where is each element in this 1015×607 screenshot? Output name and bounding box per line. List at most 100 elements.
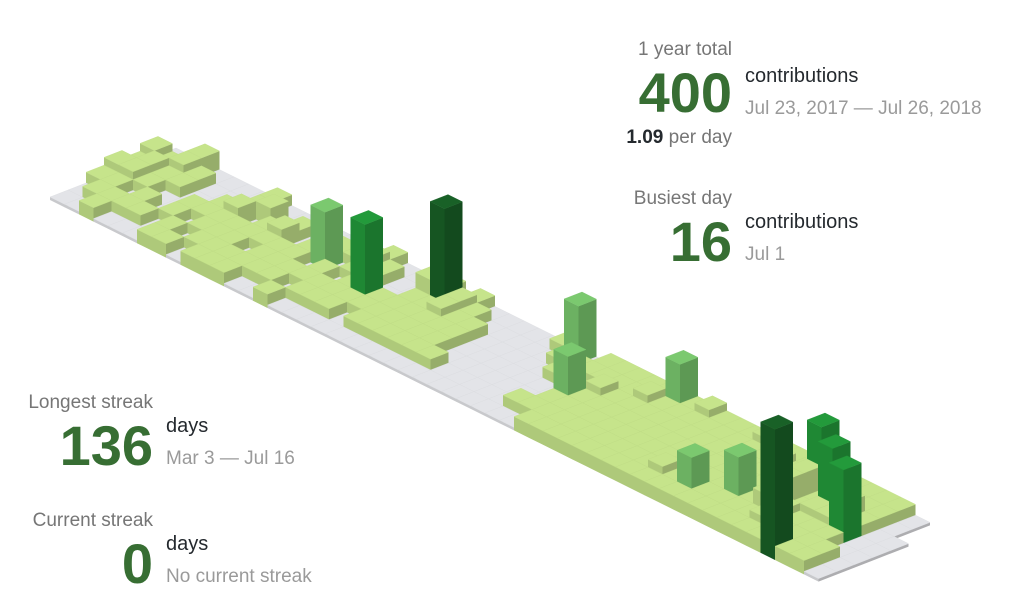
cube-left-face: [470, 405, 485, 416]
cube-left-face: [746, 531, 761, 553]
cube-left-face: [267, 305, 282, 316]
cube-left-face: [499, 420, 514, 431]
cube-left-face: [731, 524, 746, 546]
cube-left-face: [340, 341, 355, 352]
cube-right-face: [180, 180, 198, 201]
contribution-cube: [415, 344, 449, 373]
cube-top-face: [760, 414, 794, 430]
cube-right-face: [470, 324, 488, 345]
cube-left-face: [412, 377, 427, 388]
cube-top-face: [665, 349, 699, 365]
cube-top-face: [350, 210, 384, 225]
cube-left-face: [238, 290, 253, 301]
cube-right-face: [198, 173, 216, 194]
cube-left-face: [209, 265, 224, 287]
cube-left-face: [659, 488, 674, 510]
cube-left-face: [310, 205, 325, 273]
stat-range: Jul 1: [745, 244, 785, 265]
per-day: 1.09 per day: [626, 127, 732, 148]
cube-left-face: [542, 367, 557, 388]
contribution-cube: [429, 194, 463, 317]
cube-right-face: [854, 557, 873, 568]
contribution-cube: [803, 564, 837, 582]
cube-left-face: [285, 287, 300, 309]
stat-unit: days: [166, 533, 208, 555]
cube-top-face: [266, 215, 300, 230]
contribution-cube: [828, 455, 862, 547]
cube-left-face: [343, 316, 358, 337]
stat-unit: days: [166, 415, 208, 437]
cube-right-face: [430, 352, 449, 373]
cube-right-face: [166, 236, 184, 258]
per-day-label: per day: [669, 127, 733, 148]
cube-left-face: [829, 462, 844, 547]
cube-left-face: [122, 233, 137, 244]
stat-unit: contributions: [745, 211, 858, 233]
contribution-cube: [760, 414, 794, 560]
cube-left-face: [111, 200, 126, 222]
cube-right-face: [93, 200, 112, 222]
cube-left-face: [485, 413, 500, 424]
contribution-grid: [49, 136, 931, 582]
cube-left-face: [296, 319, 311, 330]
cube-left-face: [416, 352, 431, 373]
cube-left-face: [108, 225, 123, 236]
cube-left-face: [688, 503, 703, 524]
cube-top-face: [817, 434, 851, 449]
cube-left-face: [775, 546, 790, 568]
cube-left-face: [528, 423, 543, 445]
cube-left-face: [242, 265, 257, 287]
cube-right-face: [861, 518, 880, 540]
cube-right-face: [843, 463, 862, 547]
cube-left-face: [401, 344, 416, 366]
stat-range: No current streak: [166, 566, 312, 587]
cube-right-face: [444, 201, 463, 317]
cube-left-face: [427, 384, 442, 395]
cube-left-face: [282, 312, 297, 323]
cube-left-face: [430, 201, 445, 317]
cube-left-face: [166, 254, 181, 265]
cube-left-face: [572, 445, 587, 467]
cube-right-face: [224, 265, 242, 287]
cube-left-face: [543, 431, 558, 452]
cube-top-face: [139, 136, 173, 151]
stat-label: 1 year total: [638, 39, 732, 60]
stat-label: Longest streak: [28, 392, 153, 413]
cube-left-face: [514, 416, 529, 438]
contribution-cube: [151, 229, 185, 258]
cube-right-face: [818, 571, 837, 582]
cube-left-face: [398, 369, 413, 380]
cube-right-face: [140, 208, 159, 229]
cube-top-face: [118, 157, 152, 173]
cube-left-face: [126, 208, 141, 229]
contribution-cube: [350, 210, 384, 309]
cube-top-face: [563, 291, 597, 307]
cube-top-face: [723, 442, 757, 458]
cube-left-face: [50, 197, 65, 208]
cube-left-face: [789, 553, 804, 575]
cube-left-face: [350, 217, 365, 309]
contribution-cube: [125, 200, 159, 229]
cube-left-face: [325, 333, 340, 344]
cube-left-face: [195, 258, 210, 280]
cube-left-face: [93, 218, 108, 229]
stat-value: 400: [639, 61, 732, 124]
cube-left-face: [369, 355, 384, 366]
cube-left-face: [644, 481, 659, 503]
cube-left-face: [311, 326, 326, 337]
contribution-cube: [252, 279, 286, 308]
cube-left-face: [702, 510, 717, 532]
cube-left-face: [137, 229, 152, 251]
cube-right-face: [822, 546, 840, 568]
contribution-cube: [314, 294, 348, 323]
cube-left-face: [79, 200, 94, 222]
cube-top-face: [828, 455, 862, 471]
cube-left-face: [354, 348, 369, 359]
cube-right-face: [879, 511, 898, 533]
cube-top-face: [553, 342, 587, 357]
cube-left-face: [358, 323, 373, 345]
cube-left-face: [151, 236, 166, 258]
stat-label: Busiest day: [634, 188, 733, 209]
cube-left-face: [630, 474, 645, 496]
